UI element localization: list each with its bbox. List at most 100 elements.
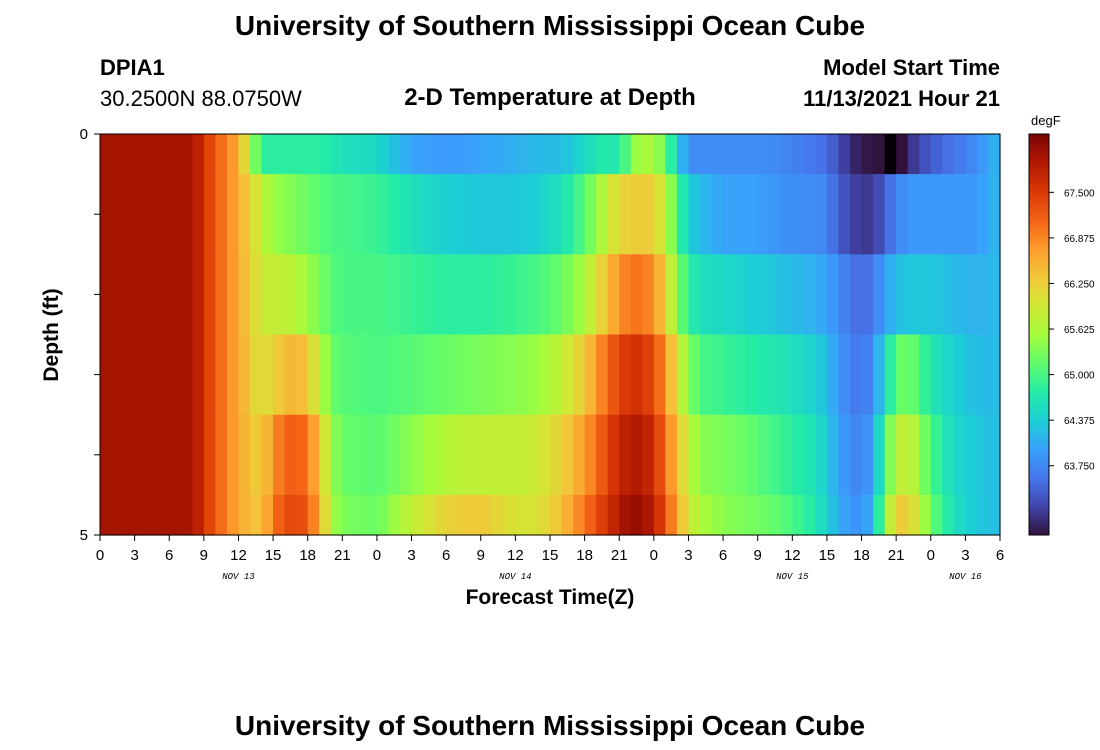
heatmap-cell — [365, 134, 378, 175]
heatmap-cell — [330, 334, 343, 416]
heatmap-cell — [550, 414, 563, 496]
heatmap-cell — [261, 334, 274, 416]
heatmap-cell — [169, 414, 182, 496]
heatmap-cell — [388, 174, 401, 255]
heatmap-cell — [100, 134, 113, 175]
heatmap-cell — [826, 494, 840, 536]
heatmap-cell — [688, 174, 701, 255]
heatmap-cell — [238, 414, 251, 496]
heatmap-cell — [238, 494, 251, 536]
heatmap-cell — [400, 494, 413, 536]
heatmap-cell — [619, 254, 632, 336]
x-tick-label: 21 — [611, 547, 628, 564]
heatmap-cell — [665, 414, 678, 496]
heatmap-cell — [619, 414, 632, 496]
heatmap-cell — [307, 494, 320, 536]
heatmap-cell — [215, 254, 228, 336]
heatmap-cell — [769, 494, 782, 536]
heatmap-cell — [123, 414, 136, 496]
heatmap-cell — [815, 414, 828, 496]
x-axis-title: Forecast Time(Z) — [466, 586, 635, 609]
heatmap-cell — [134, 174, 147, 255]
heatmap-cell — [665, 334, 678, 416]
heatmap-cell — [953, 414, 966, 496]
heatmap-cell — [284, 494, 297, 536]
heatmap-cell — [584, 174, 597, 255]
heatmap-cell — [803, 414, 816, 496]
x-tick-label: 9 — [200, 547, 208, 564]
heatmap-cell — [446, 134, 459, 175]
heatmap-cell — [376, 134, 390, 175]
heatmap-cell — [838, 174, 851, 255]
heatmap-cell — [526, 174, 540, 255]
heatmap-cell — [850, 414, 863, 496]
day-label: NOV 14 — [499, 572, 531, 582]
x-tick-label: 3 — [961, 547, 969, 564]
heatmap-cell — [411, 334, 424, 416]
heatmap-cell — [365, 334, 378, 416]
heatmap-cell — [169, 334, 182, 416]
heatmap-cell — [953, 174, 966, 255]
heatmap-cell — [976, 254, 990, 336]
heatmap-cell — [353, 134, 366, 175]
heatmap-cell — [896, 334, 909, 416]
heatmap-cell — [273, 134, 286, 175]
heatmap-cell — [146, 494, 159, 536]
colorbar-tick-label: 65.625 — [1064, 325, 1095, 336]
x-tick-label: 0 — [650, 547, 658, 564]
heatmap-cell — [746, 174, 759, 255]
heatmap-cell — [423, 254, 436, 336]
heatmap-cell — [850, 494, 863, 536]
heatmap-cell — [446, 174, 459, 255]
y-tick-label: 0 — [80, 126, 88, 143]
heatmap-cell — [180, 334, 193, 416]
heatmap-cell — [676, 414, 690, 496]
heatmap-cell — [792, 334, 805, 416]
heatmap-cell — [480, 134, 493, 175]
heatmap-cell — [769, 334, 782, 416]
heatmap-cell — [434, 494, 447, 536]
heatmap-cell — [330, 134, 343, 175]
heatmap-cell — [826, 254, 840, 336]
heatmap-cell — [723, 334, 736, 416]
heatmap-cell — [700, 334, 713, 416]
heatmap-cell — [353, 494, 366, 536]
heatmap-cell — [365, 254, 378, 336]
heatmap-cell — [307, 414, 320, 496]
heatmap-cell — [134, 254, 147, 336]
heatmap-cell — [457, 134, 470, 175]
heatmap-cell — [596, 334, 609, 416]
heatmap-cell — [907, 414, 920, 496]
x-tick-label: 18 — [853, 547, 870, 564]
y-axis-title: Depth (ft) — [40, 288, 63, 381]
heatmap-cell — [596, 254, 609, 336]
heatmap-cell — [873, 494, 886, 536]
heatmap-cell — [319, 134, 332, 175]
heatmap-cell — [976, 174, 990, 255]
heatmap-cell — [688, 414, 701, 496]
heatmap-cell — [815, 134, 828, 175]
heatmap-cell — [930, 254, 943, 336]
day-label: NOV 13 — [222, 572, 255, 582]
station-id: DPIA1 — [100, 55, 165, 80]
heatmap-cell — [457, 414, 470, 496]
heatmap-cell — [434, 134, 447, 175]
heatmap-cell — [861, 334, 874, 416]
heatmap-cell — [815, 494, 828, 536]
heatmap-cell — [353, 334, 366, 416]
heatmap-cell — [838, 254, 851, 336]
heatmap-cell — [180, 494, 193, 536]
heatmap-cell — [884, 414, 897, 496]
heatmap-cell — [192, 254, 205, 336]
x-tick-label: 12 — [507, 547, 524, 564]
heatmap-cell — [746, 254, 759, 336]
colorbar-tick-label: 67.500 — [1064, 188, 1095, 199]
heatmap-cell — [907, 134, 920, 175]
x-tick-label: 15 — [819, 547, 836, 564]
heatmap-cell — [238, 334, 251, 416]
heatmap-cell — [296, 254, 309, 336]
heatmap-cell — [746, 134, 759, 175]
heatmap-cell — [688, 494, 701, 536]
heatmap-cell — [330, 494, 343, 536]
heatmap-cell — [873, 414, 886, 496]
